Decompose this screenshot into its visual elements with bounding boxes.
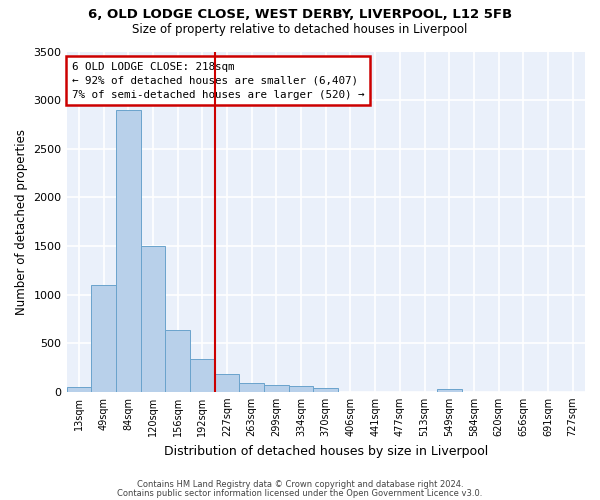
Bar: [313, 388, 338, 392]
Bar: [215, 374, 239, 392]
Bar: [116, 110, 140, 392]
Bar: [289, 386, 313, 392]
Bar: [264, 385, 289, 392]
Bar: [67, 387, 91, 392]
Bar: [165, 330, 190, 392]
Bar: [140, 246, 165, 392]
Text: 6, OLD LODGE CLOSE, WEST DERBY, LIVERPOOL, L12 5FB: 6, OLD LODGE CLOSE, WEST DERBY, LIVERPOO…: [88, 8, 512, 20]
Text: Contains HM Land Registry data © Crown copyright and database right 2024.: Contains HM Land Registry data © Crown c…: [137, 480, 463, 489]
Text: Size of property relative to detached houses in Liverpool: Size of property relative to detached ho…: [133, 22, 467, 36]
Bar: [239, 382, 264, 392]
Bar: [437, 389, 461, 392]
Bar: [190, 358, 215, 392]
Y-axis label: Number of detached properties: Number of detached properties: [15, 128, 28, 314]
X-axis label: Distribution of detached houses by size in Liverpool: Distribution of detached houses by size …: [164, 444, 488, 458]
Bar: [91, 285, 116, 392]
Text: 6 OLD LODGE CLOSE: 218sqm
← 92% of detached houses are smaller (6,407)
7% of sem: 6 OLD LODGE CLOSE: 218sqm ← 92% of detac…: [72, 62, 364, 100]
Text: Contains public sector information licensed under the Open Government Licence v3: Contains public sector information licen…: [118, 489, 482, 498]
